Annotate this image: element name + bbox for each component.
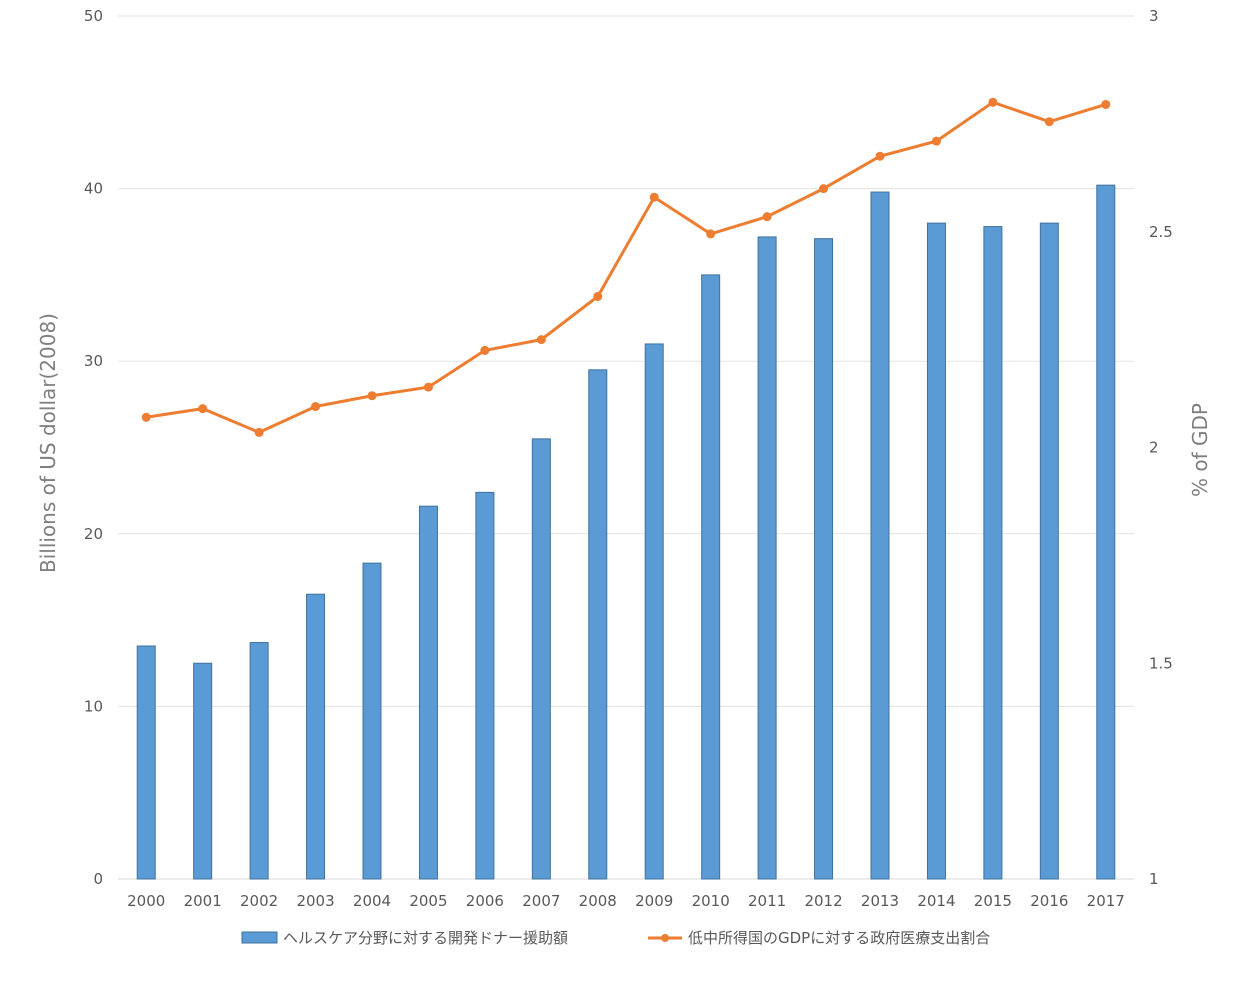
x-tick-label: 2006 [466,892,504,910]
line-point [593,291,603,301]
line-point [762,212,772,222]
y2-tick-label: 3 [1149,7,1159,25]
x-tick-label: 2012 [804,892,842,910]
bar [1039,222,1059,880]
line-point [988,97,998,107]
bar [475,491,495,880]
x-tick-label: 2001 [184,892,222,910]
x-axis-ticks: 2000 2001 2002 2003 2004 2005 2006 2007 2008 2009… [127,892,1125,910]
x-tick-label: 2008 [579,892,617,910]
x-tick-label: 2011 [748,892,786,910]
legend-line-label: 低中所得国のGDPに対する政府医療支出割合 [688,929,990,947]
bar [701,274,721,880]
y2-tick-label: 1 [1149,870,1159,888]
line-point [706,229,716,239]
x-tick-label: 2002 [240,892,278,910]
x-tick-label: 2003 [296,892,334,910]
line-point [254,427,264,437]
x-tick-label: 2010 [692,892,730,910]
y-tick-label: 10 [84,697,103,715]
x-tick-label: 2016 [1030,892,1068,910]
bar-series [136,184,1116,880]
bar [531,438,551,880]
y2-tick-label: 1.5 [1149,654,1173,672]
line-point [141,412,151,422]
line-point [931,136,941,146]
y2-tick-label: 2.5 [1149,223,1173,241]
line-point [875,151,885,161]
line-point [311,402,321,412]
x-tick-label: 2009 [635,892,673,910]
series-line [145,100,1107,434]
x-tick-label: 2005 [409,892,447,910]
line-point [423,382,433,392]
bar [249,642,269,880]
x-tick-label: 2007 [522,892,560,910]
bar [926,222,946,880]
legend: ヘルスケア分野に対する開発ドナー援助額 低中所得国のGDPに対する政府医療支出割… [241,929,990,947]
y-tick-label: 40 [84,180,103,198]
line-point [649,192,659,202]
bar [1096,184,1116,880]
y-tick-label: 50 [84,7,103,25]
bar [418,505,438,880]
legend-bar-swatch [241,931,278,944]
x-tick-label: 2004 [353,892,391,910]
legend-bar-label: ヘルスケア分野に対する開発ドナー援助額 [283,929,568,947]
bar [306,593,326,880]
x-tick-label: 2013 [861,892,899,910]
bar [757,236,777,880]
x-tick-label: 2000 [127,892,165,910]
x-tick-label: 2014 [917,892,955,910]
y2-axis-title: % of GDP [1188,403,1212,497]
line-point [1101,99,1111,109]
y-tick-label: 20 [84,525,103,543]
bar [136,645,156,880]
bar [814,238,834,880]
y2-tick-label: 2 [1149,439,1159,457]
y-tick-label: 30 [84,352,103,370]
gridlines [118,15,1134,880]
line-series [141,97,1111,437]
line-point [819,184,829,194]
line-point [480,345,490,355]
x-tick-label: 2015 [974,892,1012,910]
y-tick-label: 0 [93,870,103,888]
line-point [198,404,208,414]
bar [588,369,608,880]
line-point [367,391,377,401]
bar [870,191,890,880]
line-point [1044,117,1054,127]
x-tick-label: 2017 [1087,892,1125,910]
y-axis-title: Billions of US dollar(2008) [36,313,60,573]
bar [644,343,664,880]
bar [983,226,1003,880]
bar [362,562,382,880]
y-axis-ticks: 0 10 20 30 40 50 [84,7,103,888]
legend-line-marker [661,934,669,942]
line-point [536,335,546,345]
y2-axis-ticks: 1 1.5 2 2.5 3 [1149,7,1173,888]
bar [193,662,213,880]
